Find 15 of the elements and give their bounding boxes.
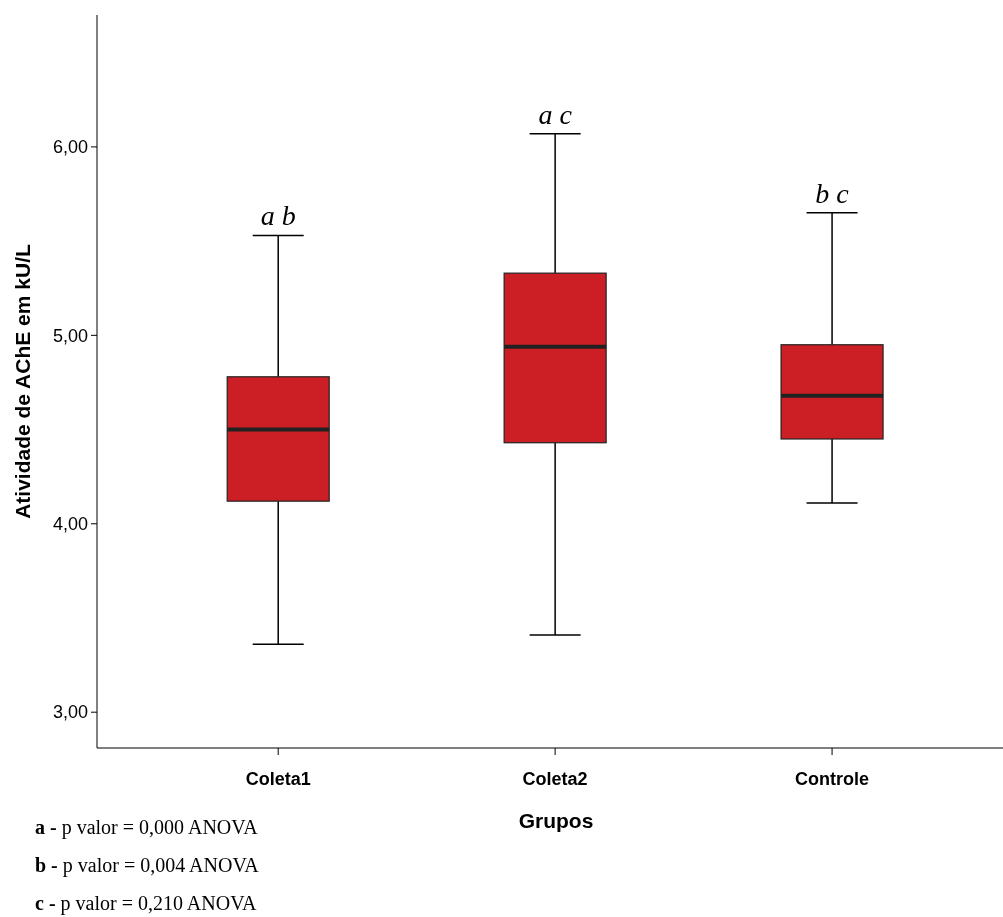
text: c - p valor = 0,210 ANOVA: [35, 892, 258, 915]
x-tick-label: Controle: [795, 769, 870, 789]
x-tick-label: Coleta1: [245, 769, 311, 789]
x-axis-title: Grupos: [518, 809, 594, 832]
y-axis-title: Atividade de AChE em kU/L: [11, 244, 34, 519]
annotation: b c: [815, 177, 850, 209]
text: a - p valor = 0,000 ANOVA: [35, 816, 259, 839]
y-tick-label: 4,00: [52, 514, 88, 535]
y-tick-label: 5,00: [52, 325, 88, 346]
y-tick-label: 3,00: [52, 702, 88, 723]
annotation: a c: [538, 98, 573, 130]
annotation: a b: [260, 200, 296, 232]
text: b - p valor = 0,004 ANOVA: [35, 854, 260, 877]
y-tick-label: 6,00: [52, 137, 88, 158]
x-tick-label: Coleta2: [522, 769, 588, 789]
